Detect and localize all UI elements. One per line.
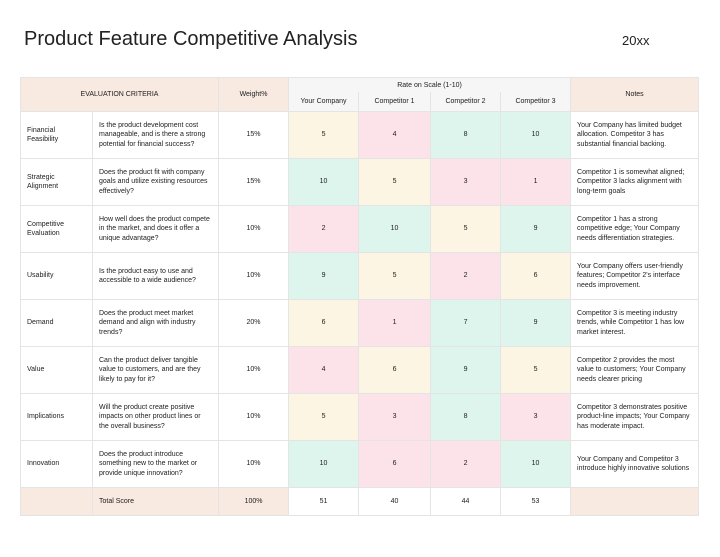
total-label: Total Score (91, 487, 220, 516)
question: Does the product fit with company goals … (91, 158, 220, 206)
weight: 20% (218, 299, 290, 347)
score: 4 (288, 346, 360, 394)
score: 6 (288, 299, 360, 347)
score: 5 (430, 205, 502, 253)
question: Is the product development cost manageab… (91, 111, 220, 159)
question: Does the product introduce something new… (91, 440, 220, 488)
weight: 10% (218, 205, 290, 253)
question: Can the product deliver tangible value t… (91, 346, 220, 394)
score: 2 (430, 440, 502, 488)
note: Competitor 1 has a strong competitive ed… (570, 205, 700, 253)
question: Will the product create positive impacts… (91, 393, 220, 441)
note: Your Company offers user-friendly featur… (570, 252, 700, 300)
weight-header: Weight% (218, 77, 290, 112)
score: 1 (358, 299, 432, 347)
score: 5 (288, 393, 360, 441)
header-row: Your Company Competitor 1 Competitor 2 Comp… (21, 92, 699, 113)
rate-header: Rate on Scale (1-10) (288, 77, 572, 93)
company-header: Competitor 3 (500, 92, 572, 113)
total-score: 44 (430, 487, 502, 516)
criterion: Demand (20, 299, 93, 347)
score: 8 (430, 393, 502, 441)
total-weight: 100% (218, 487, 290, 516)
score: 3 (500, 393, 572, 441)
note: Competitor 3 is meeting industry trends,… (570, 299, 700, 347)
criterion: Competitive Evaluation (20, 205, 93, 253)
criterion: Implications (20, 393, 93, 441)
score: 5 (500, 346, 572, 394)
criterion: Usability (20, 252, 93, 300)
company-header: Competitor 1 (358, 92, 432, 113)
criteria-row: Competitive Evaluation How well does the … (20, 205, 700, 253)
score: 9 (288, 252, 360, 300)
score: 5 (358, 252, 432, 300)
total-score: 51 (288, 487, 360, 516)
company-header: Competitor 2 (430, 92, 502, 113)
question: How well does the product compete in the… (91, 205, 220, 253)
question: Is the product easy to use and accessibl… (91, 252, 220, 300)
score: 10 (288, 158, 360, 206)
score: 6 (500, 252, 572, 300)
score: 3 (358, 393, 432, 441)
weight: 10% (218, 440, 290, 488)
weight: 10% (218, 252, 290, 300)
score: 7 (430, 299, 502, 347)
header-row: EVALUATION CRITERIA Weight% Rate on Scale … (19, 77, 700, 112)
criterion: Strategic Alignment (20, 158, 93, 206)
score: 8 (430, 111, 502, 159)
weight: 10% (218, 346, 290, 394)
criteria-row: Strategic Alignment Does the product fit … (20, 158, 700, 206)
weight: 15% (218, 111, 290, 159)
score: 10 (500, 111, 572, 159)
total-score: 40 (358, 487, 432, 516)
score: 4 (358, 111, 432, 159)
score: 9 (430, 346, 502, 394)
empty-cell (20, 487, 93, 516)
weight: 10% (218, 393, 290, 441)
note: Your Company has limited budget allocati… (570, 111, 700, 159)
note: Your Company and Competitor 3 introduce … (570, 440, 700, 488)
note: Competitor 2 provides the most value to … (570, 346, 700, 394)
score: 2 (430, 252, 502, 300)
score: 5 (358, 158, 432, 206)
score: 1 (500, 158, 572, 206)
empty-cell (570, 487, 700, 516)
score: 9 (500, 205, 572, 253)
score: 10 (358, 205, 432, 253)
criteria-row: Implications Will the product create posi… (20, 393, 700, 441)
criteria-row: Usability Is the product easy to use and … (20, 252, 700, 300)
criteria-row: Innovation Does the product introduce som… (20, 440, 700, 488)
total-score: 53 (500, 487, 572, 516)
note: Competitor 1 is somewhat aligned; Compet… (570, 158, 700, 206)
criteria-header: EVALUATION CRITERIA (19, 77, 220, 112)
score: 2 (288, 205, 360, 253)
criteria-row: Demand Does the product meet market deman… (20, 299, 700, 347)
score: 6 (358, 346, 432, 394)
criterion: Financial Feasibility (20, 111, 93, 159)
criterion: Value (20, 346, 93, 394)
score: 10 (500, 440, 572, 488)
score: 9 (500, 299, 572, 347)
title: Product Feature Competitive Analysis (24, 28, 358, 50)
year: 20xx (622, 33, 650, 48)
question: Does the product meet market demand and … (91, 299, 220, 347)
score: 6 (358, 440, 432, 488)
weight: 15% (218, 158, 290, 206)
criterion: Innovation (20, 440, 93, 488)
notes-header: Notes (570, 77, 700, 112)
note: Competitor 3 demonstrates positive produ… (570, 393, 700, 441)
score: 10 (288, 440, 360, 488)
company-header: Your Company (288, 92, 360, 113)
criteria-row: Financial Feasibility Is the product deve… (20, 111, 700, 159)
criteria-row: Value Can the product deliver tangible va… (20, 346, 700, 394)
score: 3 (430, 158, 502, 206)
score: 5 (288, 111, 360, 159)
total-row: Total Score 100% 51 40 44 53 (20, 487, 700, 516)
analysis-table: EVALUATION CRITERIA Weight% Rate on Scale … (19, 77, 700, 516)
